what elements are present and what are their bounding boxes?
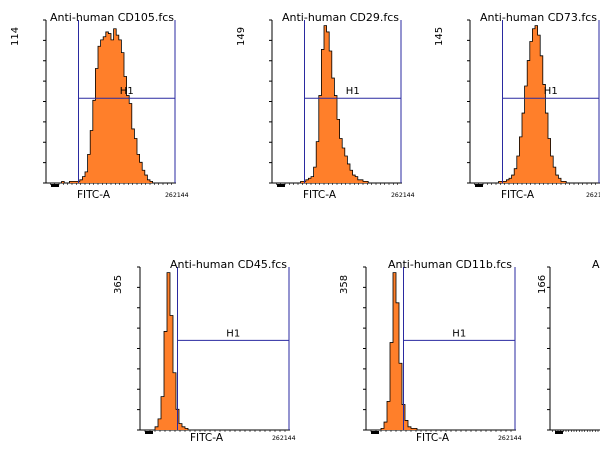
histogram-area — [140, 272, 290, 430]
panel-title: A — [592, 258, 600, 271]
panel-title: Anti-human CD45.fcs — [170, 258, 287, 271]
histogram-plot: H1 — [43, 19, 176, 187]
x-max-label: 262144 — [391, 191, 415, 199]
gate-label: H1 — [346, 86, 360, 97]
histogram-area — [470, 25, 600, 184]
histogram-outline — [470, 25, 600, 184]
x-max-label: 2621 — [586, 191, 600, 199]
histogram-outline — [140, 272, 290, 431]
x-axis-label: FITC-A — [501, 189, 535, 201]
panel-title: Anti-human CD29.fcs — [282, 11, 399, 24]
x-max-label: 262144 — [498, 434, 522, 442]
y-max-label: 166 — [537, 274, 548, 294]
panel-cd45: H1 Anti-human CD45.fcs 365 FITC-A 262144 — [112, 255, 296, 455]
gate-label: H1 — [120, 86, 134, 97]
origin-marker — [475, 184, 483, 187]
histogram-plot — [547, 266, 600, 434]
x-axis-label: FITC-A — [77, 189, 111, 201]
origin-marker — [371, 431, 379, 434]
y-max-label: 358 — [339, 274, 350, 294]
y-max-label: 114 — [10, 26, 21, 46]
x-max-label: 262144 — [165, 191, 189, 199]
x-axis-label: FITC-A — [303, 189, 337, 201]
histogram-outline — [366, 272, 516, 431]
histogram-area — [46, 28, 176, 183]
panel-cd105: H1 Anti-human CD105.fcs 114 FITC-A 26214… — [10, 8, 193, 208]
histogram-outline — [46, 28, 176, 184]
gate-label: H1 — [544, 86, 558, 97]
panel-cd11b: H1 Anti-human CD11b.fcs 358 FITC-A 26214… — [338, 255, 522, 455]
panel-partial: A 166 — [536, 255, 600, 455]
y-max-label: 365 — [113, 274, 124, 294]
histogram-area — [366, 272, 516, 430]
gate-label: H1 — [226, 328, 240, 339]
origin-marker — [51, 184, 59, 187]
histogram-plot: H1 — [269, 19, 402, 187]
x-axis-label: FITC-A — [416, 432, 450, 444]
origin-marker — [145, 431, 153, 434]
y-max-label: 149 — [236, 26, 247, 46]
gate-label: H1 — [452, 328, 466, 339]
panel-title: Anti-human CD105.fcs — [50, 11, 174, 24]
histogram-plot: H1 — [363, 266, 516, 434]
histogram-plot: H1 — [467, 19, 600, 187]
y-max-label: 145 — [434, 26, 445, 46]
origin-marker — [555, 431, 563, 434]
histogram-outline — [272, 25, 402, 184]
origin-marker — [277, 184, 285, 187]
x-max-label: 262144 — [272, 434, 296, 442]
panel-title: Anti-human CD11b.fcs — [388, 258, 512, 271]
panel-cd29: H1 Anti-human CD29.fcs 149 FITC-A 262144 — [236, 8, 419, 208]
histogram-plot: H1 — [137, 266, 290, 434]
panel-title: Anti-human CD73.fcs — [480, 11, 597, 24]
x-axis-label: FITC-A — [190, 432, 224, 444]
panel-cd73: H1 Anti-human CD73.fcs 145 FITC-A 2621 — [434, 8, 600, 208]
